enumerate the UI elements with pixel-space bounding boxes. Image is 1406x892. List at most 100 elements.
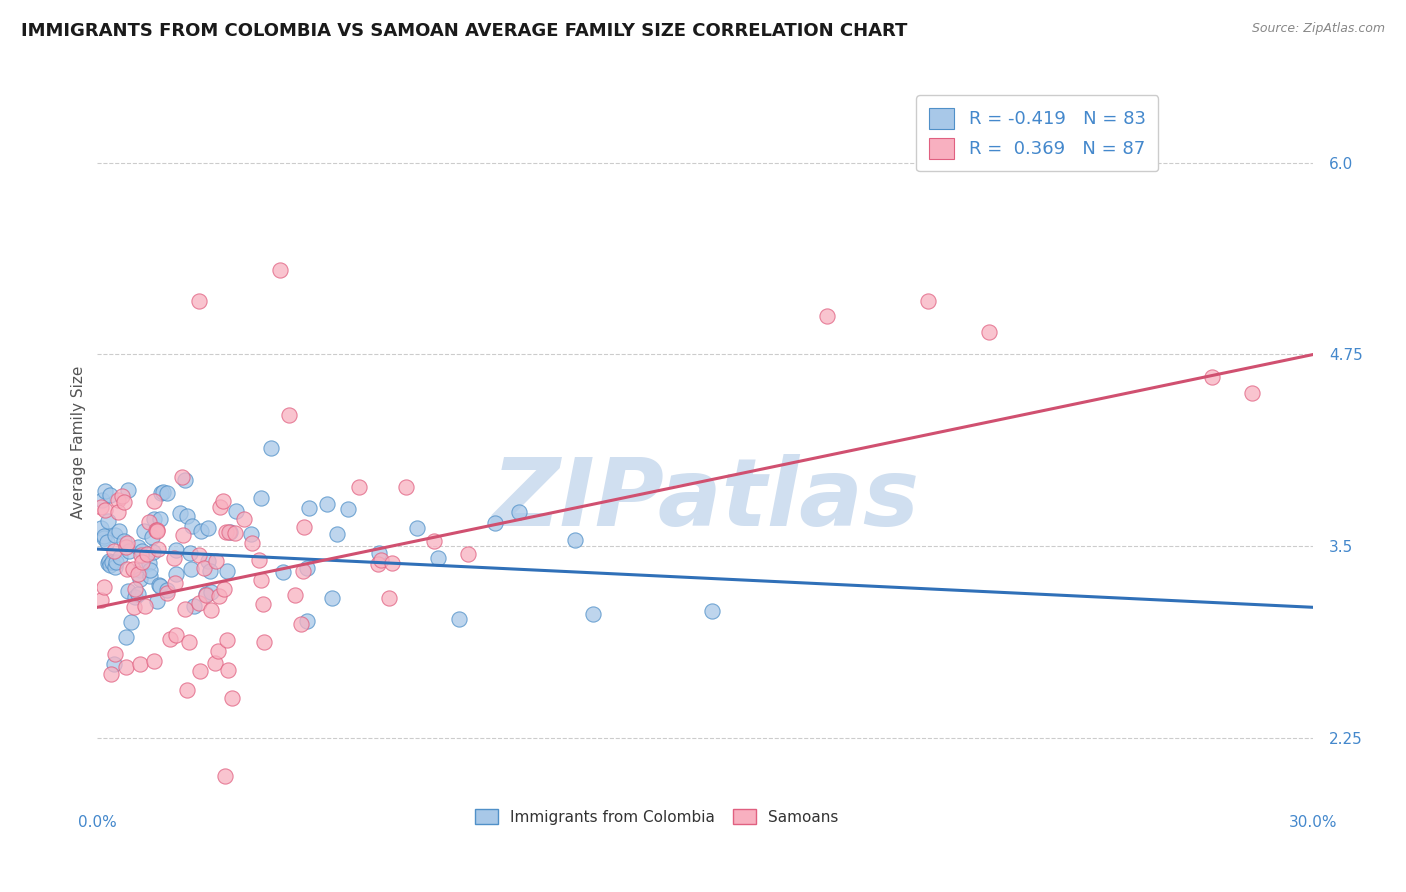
Point bbox=[212, 582, 235, 597]
Point bbox=[97, 514, 120, 528]
Point bbox=[127, 540, 149, 554]
Point bbox=[187, 548, 209, 562]
Point bbox=[187, 293, 209, 308]
Point bbox=[215, 524, 238, 539]
Point bbox=[103, 657, 125, 671]
Point bbox=[91, 492, 114, 507]
Point bbox=[149, 580, 172, 594]
Point bbox=[215, 564, 238, 578]
Point bbox=[253, 635, 276, 649]
Point bbox=[128, 573, 150, 587]
Point bbox=[145, 523, 167, 537]
Point bbox=[142, 654, 165, 668]
Point bbox=[128, 563, 150, 577]
Point bbox=[198, 564, 221, 578]
Point bbox=[291, 564, 314, 578]
Point bbox=[131, 544, 153, 558]
Point bbox=[146, 594, 169, 608]
Point bbox=[224, 525, 246, 540]
Point bbox=[233, 511, 256, 525]
Point bbox=[138, 556, 160, 570]
Point bbox=[179, 546, 201, 560]
Point bbox=[170, 469, 193, 483]
Point bbox=[94, 503, 117, 517]
Point bbox=[129, 548, 152, 562]
Point bbox=[204, 656, 226, 670]
Point bbox=[370, 553, 392, 567]
Point bbox=[115, 660, 138, 674]
Point bbox=[107, 506, 129, 520]
Point bbox=[169, 507, 191, 521]
Point bbox=[194, 586, 217, 600]
Point bbox=[112, 534, 135, 549]
Point bbox=[197, 554, 219, 568]
Point bbox=[447, 612, 470, 626]
Point bbox=[179, 635, 201, 649]
Point bbox=[250, 574, 273, 588]
Point bbox=[194, 588, 217, 602]
Point bbox=[115, 536, 138, 550]
Point bbox=[321, 591, 343, 605]
Point bbox=[122, 562, 145, 576]
Point bbox=[134, 599, 156, 613]
Point bbox=[197, 521, 219, 535]
Point bbox=[124, 599, 146, 614]
Point bbox=[101, 555, 124, 569]
Point bbox=[97, 554, 120, 568]
Point bbox=[90, 521, 112, 535]
Point bbox=[142, 545, 165, 559]
Point bbox=[378, 591, 401, 606]
Point bbox=[107, 493, 129, 508]
Point bbox=[221, 691, 243, 706]
Point bbox=[815, 309, 838, 323]
Point bbox=[208, 589, 231, 603]
Point bbox=[117, 584, 139, 599]
Point bbox=[134, 524, 156, 538]
Point bbox=[124, 590, 146, 604]
Text: ZIPatlas: ZIPatlas bbox=[491, 454, 920, 546]
Point bbox=[174, 473, 197, 487]
Point bbox=[100, 667, 122, 681]
Point bbox=[212, 494, 235, 508]
Point bbox=[163, 551, 186, 566]
Point bbox=[290, 617, 312, 632]
Point bbox=[295, 614, 318, 628]
Point bbox=[117, 483, 139, 498]
Point bbox=[188, 664, 211, 678]
Point bbox=[250, 491, 273, 506]
Point bbox=[124, 582, 146, 597]
Point bbox=[336, 501, 359, 516]
Point bbox=[114, 541, 136, 555]
Point bbox=[118, 544, 141, 558]
Point bbox=[368, 546, 391, 560]
Point bbox=[103, 544, 125, 558]
Point bbox=[395, 480, 418, 494]
Point bbox=[163, 575, 186, 590]
Point bbox=[104, 528, 127, 542]
Point bbox=[240, 536, 263, 550]
Point bbox=[90, 500, 112, 514]
Point bbox=[240, 527, 263, 541]
Point bbox=[176, 508, 198, 523]
Point bbox=[292, 520, 315, 534]
Point bbox=[247, 553, 270, 567]
Point bbox=[700, 604, 723, 618]
Point bbox=[1241, 385, 1264, 400]
Text: IMMIGRANTS FROM COLOMBIA VS SAMOAN AVERAGE FAMILY SIZE CORRELATION CHART: IMMIGRANTS FROM COLOMBIA VS SAMOAN AVERA… bbox=[21, 22, 907, 40]
Point bbox=[217, 663, 239, 677]
Point bbox=[260, 442, 283, 456]
Point bbox=[108, 524, 131, 538]
Point bbox=[316, 497, 339, 511]
Point bbox=[129, 657, 152, 672]
Point bbox=[207, 644, 229, 658]
Legend: Immigrants from Colombia, Samoans: Immigrants from Colombia, Samoans bbox=[465, 799, 848, 834]
Point bbox=[146, 523, 169, 537]
Point bbox=[152, 484, 174, 499]
Point bbox=[96, 535, 118, 549]
Point bbox=[120, 615, 142, 630]
Point bbox=[115, 630, 138, 644]
Point bbox=[111, 489, 134, 503]
Point bbox=[156, 583, 179, 598]
Point bbox=[100, 558, 122, 573]
Point bbox=[143, 512, 166, 526]
